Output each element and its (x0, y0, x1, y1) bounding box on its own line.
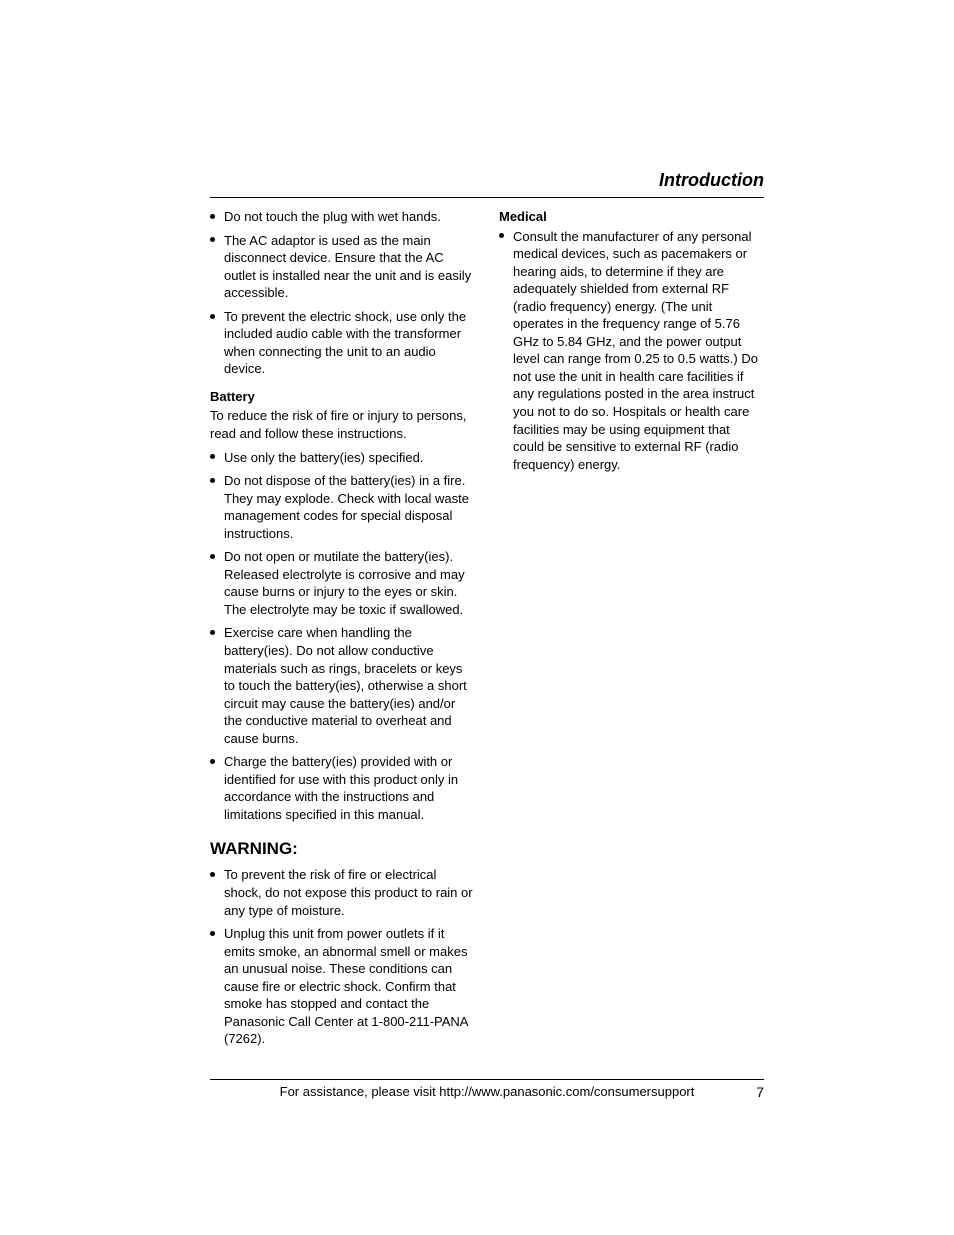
list-item: Use only the battery(ies) specified. (210, 449, 475, 467)
right-column: Medical Consult the manufacturer of any … (499, 208, 764, 1054)
section-title: Introduction (210, 170, 764, 191)
battery-intro: To reduce the risk of fire or injury to … (210, 407, 475, 442)
list-item: Exercise care when handling the battery(… (210, 624, 475, 747)
list-item: Consult the manufacturer of any personal… (499, 228, 764, 474)
list-item: Do not dispose of the battery(ies) in a … (210, 472, 475, 542)
content-columns: Do not touch the plug with wet hands. Th… (210, 208, 764, 1054)
list-item: To prevent the electric shock, use only … (210, 308, 475, 378)
footer-divider (210, 1079, 764, 1080)
list-item: Do not touch the plug with wet hands. (210, 208, 475, 226)
list-item: The AC adaptor is used as the main disco… (210, 232, 475, 302)
battery-heading: Battery (210, 388, 475, 406)
page-footer: For assistance, please visit http://www.… (210, 1079, 764, 1099)
medical-bullet-list: Consult the manufacturer of any personal… (499, 228, 764, 474)
list-item: Charge the battery(ies) provided with or… (210, 753, 475, 823)
footer-row: For assistance, please visit http://www.… (210, 1084, 764, 1099)
warning-bullet-list: To prevent the risk of fire or electrica… (210, 866, 475, 1047)
warning-heading: WARNING: (210, 838, 475, 861)
page-number: 7 (756, 1084, 764, 1100)
medical-heading: Medical (499, 208, 764, 226)
footer-text: For assistance, please visit http://www.… (280, 1084, 695, 1099)
document-page: Introduction Do not touch the plug with … (0, 0, 954, 1235)
header-divider (210, 197, 764, 198)
top-bullet-list: Do not touch the plug with wet hands. Th… (210, 208, 475, 378)
list-item: Unplug this unit from power outlets if i… (210, 925, 475, 1048)
battery-bullet-list: Use only the battery(ies) specified. Do … (210, 449, 475, 824)
list-item: Do not open or mutilate the battery(ies)… (210, 548, 475, 618)
left-column: Do not touch the plug with wet hands. Th… (210, 208, 475, 1054)
list-item: To prevent the risk of fire or electrica… (210, 866, 475, 919)
